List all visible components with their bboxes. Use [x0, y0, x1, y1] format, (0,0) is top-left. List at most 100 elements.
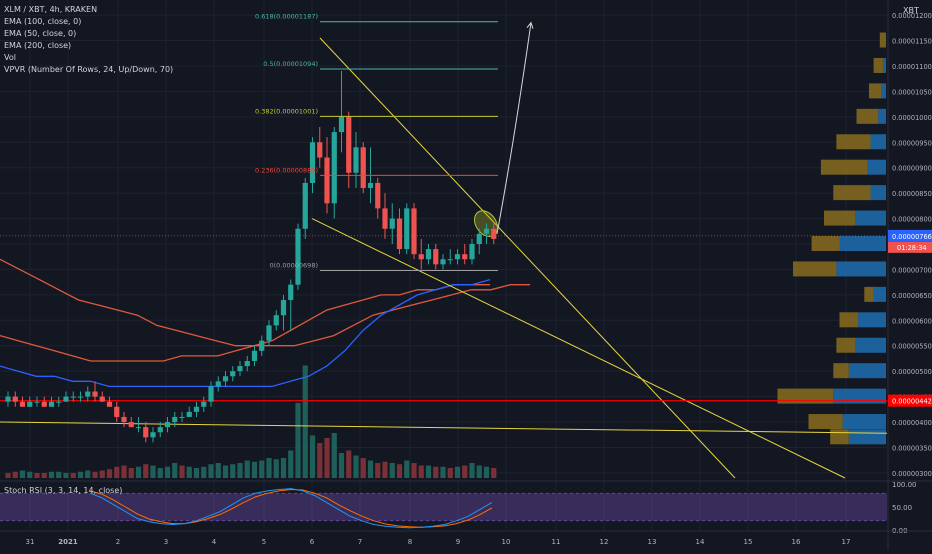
- price-axis[interactable]: 0.00001200 0.00001150 0.00001100 0.00001050…: [887, 0, 932, 550]
- price-tick-label: 0.00001000: [892, 114, 932, 122]
- candle-body: [230, 371, 236, 377]
- volume-bar: [5, 473, 11, 478]
- countdown-tag: [888, 241, 932, 253]
- candle-body: [309, 142, 316, 183]
- time-axis[interactable]: 31 2021 2 3 4 5 6 7 8 9 10 11 12 13 14 15 16 17: [0, 530, 932, 546]
- vpvr-row-down: [793, 261, 837, 277]
- candle-body: [135, 427, 142, 429]
- price-tick-label: 0.00000300: [892, 470, 932, 478]
- candle-body: [106, 401, 113, 407]
- volume-bar: [469, 463, 475, 478]
- candle-body: [114, 406, 120, 417]
- time-tick-label: 16: [792, 538, 801, 546]
- candle-body: [56, 401, 62, 403]
- ema50-line: [0, 278, 491, 388]
- projection-arrow: [496, 22, 532, 234]
- vpvr-row-up: [858, 312, 886, 328]
- candle-body: [476, 233, 482, 244]
- price-tick-label: 0.00001200: [892, 12, 932, 20]
- candle-body: [157, 427, 163, 433]
- vpvr-row-up: [873, 286, 886, 302]
- volume-bar: [237, 463, 243, 478]
- candle-body: [41, 401, 47, 407]
- volume-bar: [77, 471, 84, 478]
- candle-body: [70, 396, 76, 398]
- vpvr-row-down: [873, 57, 883, 73]
- volume-bar: [201, 466, 207, 478]
- candle-body: [92, 391, 98, 397]
- vpvr-row-up: [881, 83, 886, 99]
- legend-title[interactable]: XLM / XBT, 4h, KRAKEN: [4, 5, 98, 14]
- candle-body: [215, 381, 221, 387]
- candle-body: [208, 386, 214, 402]
- vpvr-row-down: [811, 236, 840, 251]
- legend-ema100[interactable]: EMA (100, close, 0): [4, 17, 82, 26]
- vpvr-row-up: [855, 210, 886, 226]
- stoch-tick-label: 50.00: [892, 504, 912, 512]
- fib-label: 0.618(0.00001187): [255, 13, 318, 21]
- stoch-rsi-label[interactable]: Stoch RSI (3, 3, 14, 14, close): [4, 486, 123, 495]
- volume-bar: [331, 433, 337, 478]
- volume-bar: [186, 466, 192, 478]
- volume-bar: [462, 465, 468, 478]
- volume-bar: [172, 463, 178, 478]
- candle-body: [19, 401, 26, 407]
- candle-body: [237, 366, 243, 372]
- vpvr-row-down: [833, 363, 849, 379]
- candle-body: [375, 182, 381, 209]
- stoch-tick-label: 100.00: [892, 481, 917, 489]
- candle-body: [396, 218, 403, 250]
- volume-bar: [302, 365, 308, 478]
- volume-bar: [346, 450, 352, 478]
- candle-body: [273, 315, 279, 326]
- candle-body: [5, 396, 11, 402]
- legend-ema200[interactable]: EMA (200, close): [4, 41, 72, 50]
- candle-body: [179, 416, 185, 418]
- volume-bar: [222, 465, 229, 478]
- price-tick-label: 0.00000350: [892, 444, 932, 452]
- fib-label: 0.5(0.00001094): [263, 60, 318, 68]
- drawing-lines: [0, 21, 888, 479]
- time-tick-label: 2021: [58, 538, 78, 546]
- candle-body: [440, 259, 446, 265]
- time-tick-label: 8: [408, 538, 412, 546]
- volume-bar: [193, 468, 200, 478]
- vpvr-row-up: [870, 185, 886, 201]
- candle-body: [150, 432, 156, 438]
- grid: [0, 0, 887, 530]
- candle-body: [411, 208, 417, 255]
- volume-bar: [143, 464, 149, 478]
- candle-body: [324, 157, 330, 204]
- price-tick-label: 0.00001100: [892, 63, 932, 71]
- volume-bar: [99, 470, 105, 478]
- price-tick-label: 0.00000850: [892, 190, 932, 198]
- candle-body: [418, 254, 424, 260]
- vpvr-row-down: [808, 414, 843, 430]
- candle-body: [295, 228, 301, 285]
- price-tick-label: 0.00000500: [892, 368, 932, 376]
- vpvr-row-down: [836, 134, 871, 150]
- time-tick-label: 10: [502, 538, 511, 546]
- volume-bar: [63, 473, 69, 478]
- volume-profile: [777, 32, 886, 445]
- volume-bar: [295, 403, 301, 478]
- candle-body: [367, 182, 374, 189]
- time-tick-label: 15: [744, 538, 753, 546]
- legend-vol[interactable]: Vol: [4, 53, 16, 62]
- volume-bar: [121, 465, 127, 478]
- time-tick-label: 14: [696, 538, 705, 546]
- candle-body: [259, 340, 265, 351]
- volume-bar: [135, 466, 142, 478]
- ema100-line: [0, 258, 530, 347]
- vpvr-row-down: [879, 32, 886, 48]
- volume-bar: [215, 463, 221, 478]
- vpvr-row-down: [839, 312, 859, 328]
- legend-vpvr[interactable]: VPVR (Number Of Rows, 24, Up/Down, 70): [4, 65, 174, 74]
- candle-body: [143, 427, 149, 438]
- candle-body: [404, 208, 410, 250]
- candle-body: [193, 406, 200, 412]
- legend-ema50[interactable]: EMA (50, close, 0): [4, 29, 77, 38]
- axis-unit: XBT: [903, 6, 919, 15]
